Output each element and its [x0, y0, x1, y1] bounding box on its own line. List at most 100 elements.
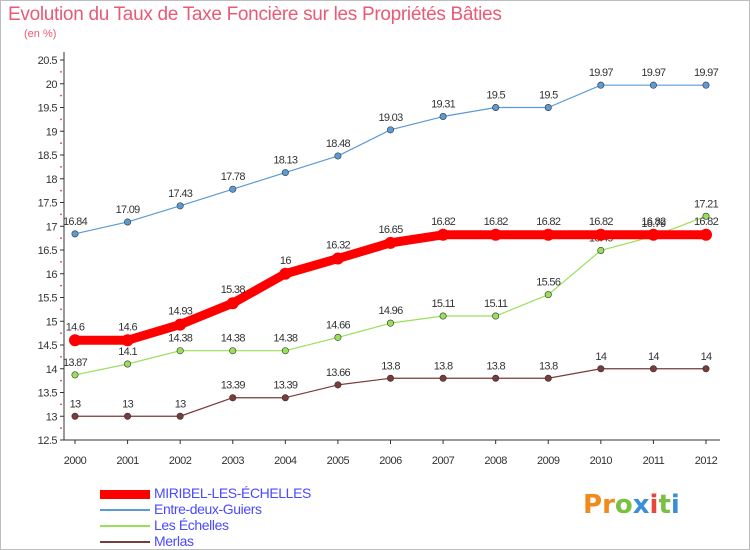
data-point [384, 236, 397, 249]
legend-swatch [100, 490, 150, 499]
x-tick-label: 2010 [590, 455, 613, 467]
data-point [176, 202, 184, 210]
x-tick-label: 2003 [222, 455, 245, 467]
data-point [386, 319, 394, 327]
data-point [176, 347, 184, 355]
data-point [386, 126, 394, 134]
data-label: 13.87 [63, 357, 88, 369]
data-label: 13.66 [326, 367, 351, 379]
y-minor-tick [60, 403, 62, 406]
data-label: 14 [701, 351, 712, 363]
x-tick-label: 2012 [695, 455, 718, 467]
data-point [702, 212, 710, 220]
data-point [121, 334, 134, 347]
y-tick-label: 18 [46, 174, 58, 186]
data-point [489, 228, 502, 241]
x-tick-label: 2007 [432, 455, 455, 467]
data-label: 15.11 [431, 298, 455, 310]
logo-letter: r [602, 490, 615, 520]
data-point [124, 412, 132, 420]
data-point [544, 374, 552, 382]
data-point [334, 152, 342, 160]
data-label: 16.32 [326, 240, 351, 252]
data-point [174, 318, 187, 331]
legend-label: Les Échelles [154, 517, 229, 533]
data-label: 15.38 [221, 284, 246, 296]
legend-label: MIRIBEL-LES-ÉCHELLES [154, 485, 311, 501]
y-minor-tick [60, 260, 62, 263]
legend-swatch [100, 509, 150, 511]
data-point [124, 218, 132, 226]
logo-letter: i [670, 490, 680, 520]
y-minor-tick [60, 284, 62, 287]
data-point [69, 334, 81, 347]
data-label: 13.8 [381, 360, 400, 372]
y-minor-tick [60, 94, 62, 97]
data-label: 17.21 [694, 198, 719, 210]
data-label: 19.97 [694, 67, 719, 79]
y-minor-tick [60, 142, 62, 145]
data-label: 14.38 [168, 333, 193, 345]
data-label: 13.8 [486, 360, 505, 372]
data-label: 13 [70, 398, 81, 410]
data-label: 17.78 [221, 171, 246, 183]
data-point [492, 104, 500, 112]
y-tick-label: 13 [46, 411, 58, 423]
data-label: 14.6 [66, 321, 85, 333]
data-point [544, 104, 552, 112]
data-label: 16.82 [589, 216, 614, 228]
data-point [647, 228, 660, 241]
legend-label: Entre-deux-Guiers [154, 501, 262, 517]
y-tick-label: 15.5 [38, 293, 58, 305]
data-label: 14.38 [273, 333, 298, 345]
chart-title: Evolution du Taux de Taxe Foncière sur l… [8, 4, 502, 25]
proxiti-logo: Proxiti [583, 490, 680, 520]
data-point [331, 252, 344, 265]
y-tick-label: 13.5 [38, 388, 58, 400]
data-label: 18.13 [273, 155, 298, 167]
y-tick-label: 12.5 [38, 435, 58, 447]
data-point [386, 374, 394, 382]
data-point [597, 81, 605, 89]
y-minor-tick [60, 332, 62, 335]
data-point [229, 185, 237, 193]
y-minor-tick [60, 355, 62, 358]
data-point [334, 381, 342, 389]
y-tick-label: 16 [46, 269, 58, 281]
data-label: 16.82 [694, 216, 719, 228]
data-label: 19.5 [486, 90, 505, 102]
data-label: 13.8 [434, 360, 453, 372]
x-tick-label: 2006 [379, 455, 402, 467]
data-point [542, 228, 555, 241]
data-label: 13.8 [539, 360, 558, 372]
data-label: 19.03 [378, 112, 403, 124]
data-label: 19.5 [539, 90, 558, 102]
data-point [702, 365, 710, 373]
data-label: 17.09 [116, 204, 141, 216]
data-label: 14.96 [378, 305, 403, 317]
logo-letter: o [614, 490, 633, 520]
data-point [437, 228, 450, 241]
x-tick-label: 2004 [274, 455, 297, 467]
y-minor-tick [60, 308, 62, 311]
logo-letter: i [649, 490, 659, 520]
y-tick-label: 17 [46, 221, 58, 233]
data-label: 14.66 [326, 319, 351, 331]
line-chart: 12.5 13 13.5 14 14.5 15 15.5 16 16.5 17 17.5 18 18.5… [38, 52, 720, 467]
data-label: 15.11 [484, 298, 508, 310]
y-tick-label: 14 [46, 364, 58, 376]
data-label: 14 [595, 351, 606, 363]
data-label: 15.56 [536, 277, 561, 289]
data-point [71, 412, 79, 420]
x-tick-label: 2000 [64, 455, 87, 467]
data-point [492, 374, 500, 382]
x-tick-label: 2011 [643, 455, 665, 467]
legend-label: Merlas [154, 533, 194, 549]
data-point [544, 291, 552, 299]
data-label: 16.82 [536, 216, 561, 228]
data-point [492, 312, 500, 320]
data-label: 13 [122, 398, 133, 410]
x-tick-label: 2001 [116, 455, 139, 467]
data-label: 13.39 [273, 380, 298, 392]
